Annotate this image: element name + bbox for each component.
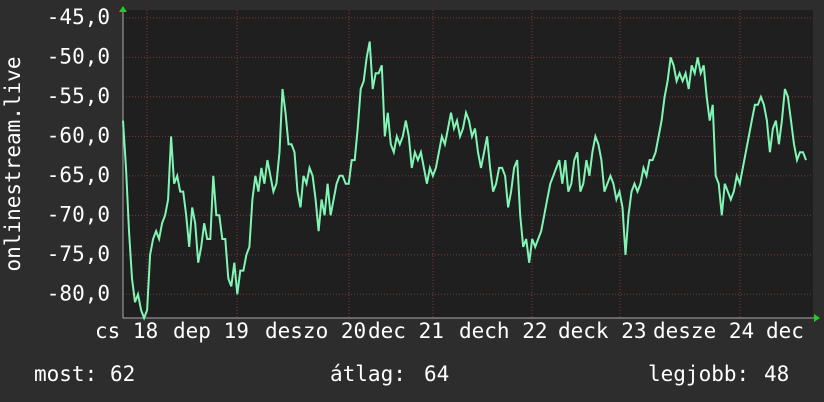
y-tick-label: -55,0 [47,84,110,108]
y-tick-label: -75,0 [47,242,110,266]
footer-average-label: átlag: [330,362,406,386]
x-tick-label: dec 21 [368,319,444,343]
y-tick-label: -65,0 [47,163,110,187]
x-arrow [814,314,820,322]
x-tick-label: deck 23 [558,319,647,343]
x-tick-label: deszo 20 [265,319,366,343]
x-tick-label: dec [766,319,804,343]
y-axis-label: onlinestream.live [1,57,25,272]
y-tick-label: -70,0 [47,202,110,226]
y-tick-label: -45,0 [47,5,110,29]
y-tick-label: -80,0 [47,281,110,305]
x-tick-label: dech 22 [459,319,548,343]
y-arrow [119,6,127,12]
footer-current-label: most: [34,362,97,386]
plot-area [123,10,813,318]
x-tick-label: cs 18 [95,319,158,343]
y-tick-label: -60,0 [47,123,110,147]
x-tick-label: dep 19 [173,319,249,343]
footer-current-value: 62 [110,362,135,386]
footer-best-value: 48 [764,362,789,386]
footer-average-value: 64 [424,362,449,386]
x-tick-label: desze 24 [653,319,754,343]
y-tick-label: -50,0 [47,44,110,68]
data-line [122,41,807,321]
footer-best-label: legjobb: [648,362,749,386]
